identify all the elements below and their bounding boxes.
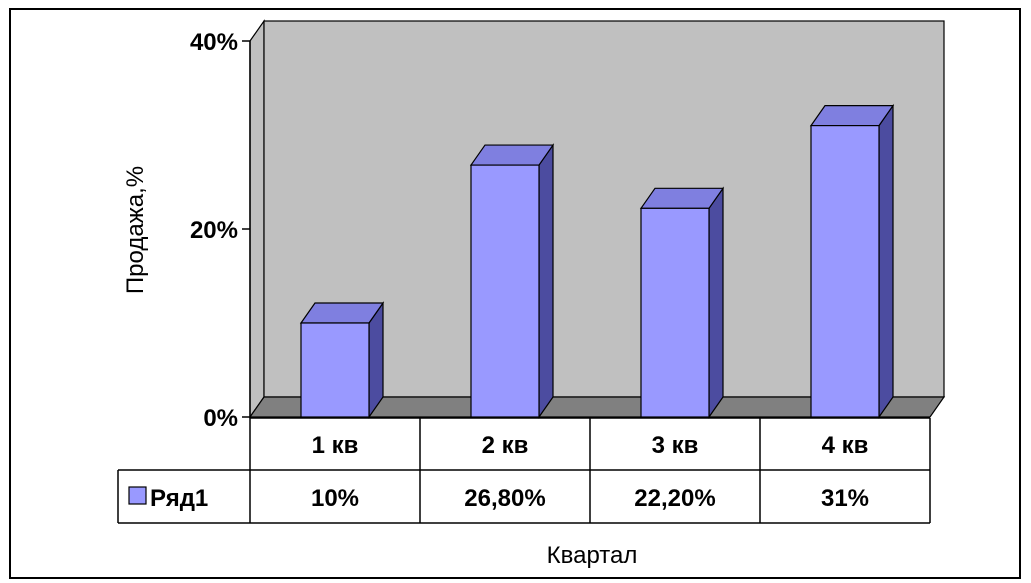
y-axis-ticks: 0% 20% 40%: [190, 29, 251, 432]
data-table: 1 кв 2 кв 3 кв 4 кв 10% 26,80% 22,20% 31% Ряд1: [117, 417, 931, 524]
data-value-label: 26,80%: [464, 485, 545, 512]
y-tick-label: 20%: [190, 217, 238, 244]
y-tick-label: 40%: [190, 29, 238, 56]
bar-2: [469, 143, 555, 419]
x-category-label: 1 кв: [312, 432, 359, 459]
bar-side: [538, 143, 554, 419]
x-category-label: 4 кв: [822, 432, 869, 459]
bar-front: [300, 322, 370, 418]
series-name-label: Ряд1: [150, 485, 208, 512]
data-value-label: 10%: [311, 485, 359, 512]
bar-4: [809, 103, 895, 419]
y-tick-label: 0%: [203, 405, 238, 432]
bars: [299, 103, 895, 419]
bar-3: [639, 186, 725, 419]
bar-side: [878, 103, 894, 419]
bar-top: [299, 302, 385, 324]
bar-top: [469, 144, 555, 166]
x-category-label: 3 кв: [652, 432, 699, 459]
bar-side: [708, 186, 724, 419]
data-value-label: 22,20%: [634, 485, 715, 512]
left-wall: [249, 19, 265, 419]
bar-1: [299, 301, 385, 419]
bar-top: [639, 187, 725, 209]
bar-front: [640, 207, 710, 418]
bar-front: [470, 164, 540, 418]
data-value-label: 31%: [821, 485, 869, 512]
legend-key: [128, 486, 147, 505]
bar-front: [810, 124, 880, 418]
x-axis-title: Квартал: [547, 542, 638, 569]
y-axis-title: Продажа,%: [122, 166, 149, 294]
bar-top: [809, 104, 895, 127]
x-category-label: 2 кв: [482, 432, 529, 459]
